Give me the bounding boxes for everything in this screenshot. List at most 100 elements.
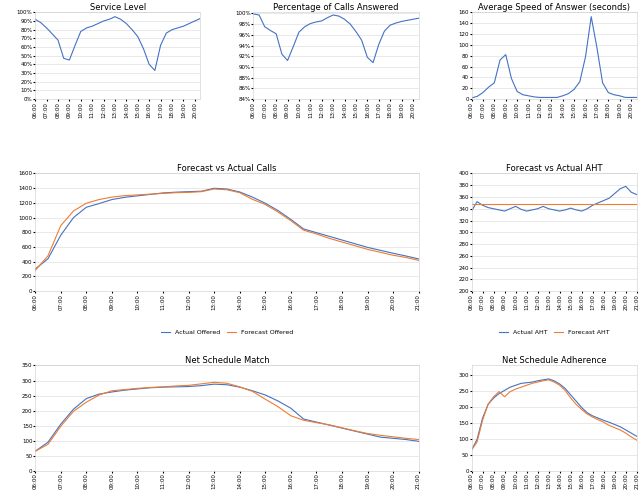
Net Advisor Requirement xyxy=(121,387,129,393)
Net Scheduled xyxy=(523,380,531,386)
Net Scheduled xyxy=(223,380,231,386)
Actual Offered xyxy=(261,200,269,206)
Net Advisor Requirement xyxy=(261,392,269,398)
Net Scheduled xyxy=(540,377,547,383)
Net Advisor Requirement xyxy=(83,395,90,401)
Net Actual Staffing xyxy=(517,384,525,390)
Legend: Actual AHT, Forecast AHT: Actual AHT, Forecast AHT xyxy=(496,327,612,337)
Net Scheduled xyxy=(616,424,624,430)
Forecast Offered xyxy=(172,190,180,196)
Forecast Offered xyxy=(338,239,346,245)
Actual AHT xyxy=(490,206,497,211)
Forecast AHT xyxy=(550,201,558,207)
Actual AHT xyxy=(605,195,613,201)
Actual AHT xyxy=(556,208,563,214)
Forecast Offered xyxy=(402,254,410,260)
Actual AHT xyxy=(633,192,640,198)
Net Scheduled xyxy=(83,399,90,405)
Net Actual Staffing xyxy=(589,414,596,420)
Net Scheduled xyxy=(605,420,613,425)
Forecast Offered xyxy=(121,193,129,199)
Title: Net Schedule Adherence: Net Schedule Adherence xyxy=(502,356,607,365)
Net Scheduled xyxy=(312,420,320,425)
Forecast Offered xyxy=(159,190,167,196)
Forecast Offered xyxy=(287,218,294,224)
Title: Forecast vs Actual AHT: Forecast vs Actual AHT xyxy=(506,164,602,173)
Net Scheduled xyxy=(274,404,282,410)
Actual Offered xyxy=(415,256,422,262)
Net Actual Staffing xyxy=(567,395,575,401)
Actual AHT xyxy=(627,189,635,195)
Net Scheduled xyxy=(578,405,586,411)
Actual Offered xyxy=(172,189,180,195)
Actual Offered xyxy=(287,216,294,222)
Forecast AHT xyxy=(556,201,563,207)
Actual AHT xyxy=(540,204,547,210)
Forecast AHT xyxy=(473,201,481,207)
Net Advisor Requirement xyxy=(287,405,294,411)
Actual Offered xyxy=(274,208,282,213)
Forecast AHT xyxy=(600,201,607,207)
Net Scheduled xyxy=(159,384,167,390)
Forecast Offered xyxy=(415,257,422,263)
Net Scheduled xyxy=(402,435,410,441)
Net Actual Staffing xyxy=(545,377,552,383)
Net Scheduled xyxy=(211,380,218,386)
Net Scheduled xyxy=(627,430,635,436)
Line: Actual Offered: Actual Offered xyxy=(35,188,419,269)
Forecast Offered xyxy=(236,190,244,196)
Line: Net Scheduled: Net Scheduled xyxy=(472,379,637,450)
Actual Offered xyxy=(402,253,410,259)
Actual Offered xyxy=(325,233,333,239)
Net Scheduled xyxy=(517,381,525,387)
Forecast AHT xyxy=(605,201,613,207)
Net Advisor Requirement xyxy=(312,419,320,425)
Net Advisor Requirement xyxy=(147,385,154,391)
Net Scheduled xyxy=(495,390,503,396)
Forecast Offered xyxy=(389,252,397,258)
Net Scheduled xyxy=(300,417,307,423)
Net Scheduled xyxy=(376,432,384,438)
Actual Offered xyxy=(159,190,167,196)
Net Advisor Requirement xyxy=(70,406,77,412)
Actual AHT xyxy=(567,205,575,211)
Actual Offered xyxy=(185,189,193,195)
Actual Offered xyxy=(83,204,90,210)
Actual AHT xyxy=(506,206,514,211)
Forecast AHT xyxy=(512,201,520,207)
Actual Offered xyxy=(338,237,346,243)
Actual Offered xyxy=(121,194,129,200)
Actual AHT xyxy=(616,186,624,192)
Net Scheduled xyxy=(545,376,552,382)
Net Advisor Requirement xyxy=(95,391,103,397)
Net Advisor Requirement xyxy=(300,416,307,422)
Net Scheduled xyxy=(633,433,640,439)
Net Scheduled xyxy=(108,388,116,394)
Line: Net Actual Staffing: Net Actual Staffing xyxy=(472,380,637,450)
Title: Service Level: Service Level xyxy=(90,2,146,11)
Forecast AHT xyxy=(627,201,635,207)
Net Advisor Requirement xyxy=(376,434,384,440)
Net Actual Staffing xyxy=(540,378,547,384)
Net Scheduled xyxy=(198,381,205,387)
Net Actual Staffing xyxy=(584,411,591,417)
Net Scheduled xyxy=(600,418,607,423)
Net Actual Staffing xyxy=(490,394,497,400)
Actual Offered xyxy=(57,232,65,238)
Net Actual Staffing xyxy=(616,427,624,433)
Actual Offered xyxy=(198,188,205,194)
Net Actual Staffing xyxy=(506,388,514,394)
Net Scheduled xyxy=(44,441,52,447)
Net Advisor Requirement xyxy=(274,398,282,404)
Actual AHT xyxy=(512,204,520,210)
Forecast Offered xyxy=(325,235,333,241)
Net Scheduled xyxy=(134,386,141,391)
Actual AHT xyxy=(479,202,486,208)
Net Scheduled xyxy=(556,381,563,387)
Net Actual Staffing xyxy=(479,418,486,423)
Actual AHT xyxy=(600,198,607,204)
Net Actual Staffing xyxy=(633,437,640,443)
Forecast Offered xyxy=(95,197,103,203)
Forecast Offered xyxy=(364,246,371,252)
Forecast Offered xyxy=(198,189,205,195)
